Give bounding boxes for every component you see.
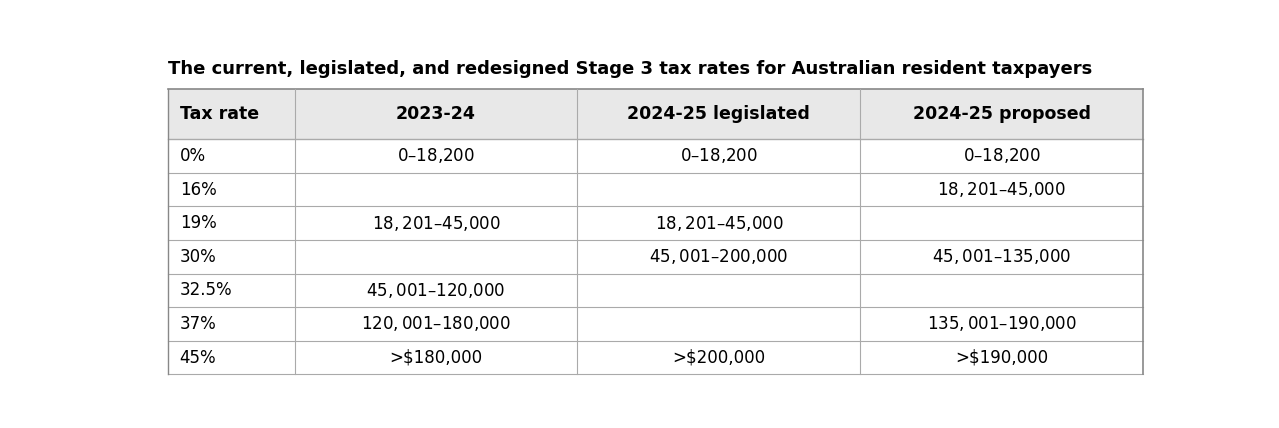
Bar bbox=[294, 307, 577, 341]
Text: >$190,000: >$190,000 bbox=[955, 348, 1049, 366]
Text: $18,201 – $45,000: $18,201 – $45,000 bbox=[938, 180, 1067, 199]
Bar bbox=[861, 341, 1143, 374]
Bar bbox=[168, 139, 294, 173]
Text: 30%: 30% bbox=[179, 248, 216, 266]
Bar bbox=[168, 273, 294, 307]
Text: $0 – $18,200: $0 – $18,200 bbox=[680, 146, 758, 166]
Text: $0 – $18,200: $0 – $18,200 bbox=[963, 146, 1041, 166]
Bar bbox=[294, 273, 577, 307]
Bar bbox=[294, 206, 577, 240]
Bar bbox=[294, 139, 577, 173]
Text: 2024-25 legislated: 2024-25 legislated bbox=[628, 105, 811, 123]
Text: 32.5%: 32.5% bbox=[179, 281, 233, 299]
Bar bbox=[861, 273, 1143, 307]
Text: Tax rate: Tax rate bbox=[179, 105, 258, 123]
Bar bbox=[861, 173, 1143, 206]
Text: $45,001 – $120,000: $45,001 – $120,000 bbox=[366, 281, 505, 300]
Bar bbox=[861, 307, 1143, 341]
Bar bbox=[294, 173, 577, 206]
Bar bbox=[861, 240, 1143, 273]
Text: 2023-24: 2023-24 bbox=[396, 105, 476, 123]
Bar bbox=[577, 341, 861, 374]
Bar bbox=[577, 139, 861, 173]
Text: 16%: 16% bbox=[179, 181, 216, 199]
Bar bbox=[577, 89, 861, 139]
Bar bbox=[861, 139, 1143, 173]
Bar bbox=[577, 173, 861, 206]
Bar bbox=[168, 89, 294, 139]
Bar bbox=[168, 341, 294, 374]
Bar bbox=[861, 89, 1143, 139]
Bar bbox=[168, 173, 294, 206]
Text: 19%: 19% bbox=[179, 214, 216, 232]
Bar bbox=[294, 341, 577, 374]
Bar bbox=[168, 307, 294, 341]
Bar bbox=[577, 273, 861, 307]
Bar bbox=[294, 89, 577, 139]
Bar bbox=[294, 240, 577, 273]
Bar bbox=[577, 206, 861, 240]
Text: 2024-25 proposed: 2024-25 proposed bbox=[913, 105, 1091, 123]
Text: 37%: 37% bbox=[179, 315, 216, 333]
Text: 0%: 0% bbox=[179, 147, 206, 165]
Text: $45,001 – $135,000: $45,001 – $135,000 bbox=[932, 247, 1072, 266]
Bar bbox=[577, 307, 861, 341]
Bar bbox=[577, 240, 861, 273]
Text: $135,001 – $190,000: $135,001 – $190,000 bbox=[927, 315, 1077, 333]
Text: $18,201 – $45,000: $18,201 – $45,000 bbox=[372, 214, 500, 233]
Text: $120,001 – $180,000: $120,001 – $180,000 bbox=[361, 315, 512, 333]
Bar bbox=[168, 240, 294, 273]
Text: $0 – $18,200: $0 – $18,200 bbox=[396, 146, 475, 166]
Bar bbox=[861, 206, 1143, 240]
Text: 45%: 45% bbox=[179, 348, 216, 366]
Text: $45,001 – $200,000: $45,001 – $200,000 bbox=[650, 247, 789, 266]
Text: >$200,000: >$200,000 bbox=[673, 348, 765, 366]
Text: The current, legislated, and redesigned Stage 3 tax rates for Australian residen: The current, legislated, and redesigned … bbox=[168, 59, 1092, 77]
Bar bbox=[168, 206, 294, 240]
Text: $18,201 – $45,000: $18,201 – $45,000 bbox=[655, 214, 783, 233]
Text: >$180,000: >$180,000 bbox=[390, 348, 482, 366]
